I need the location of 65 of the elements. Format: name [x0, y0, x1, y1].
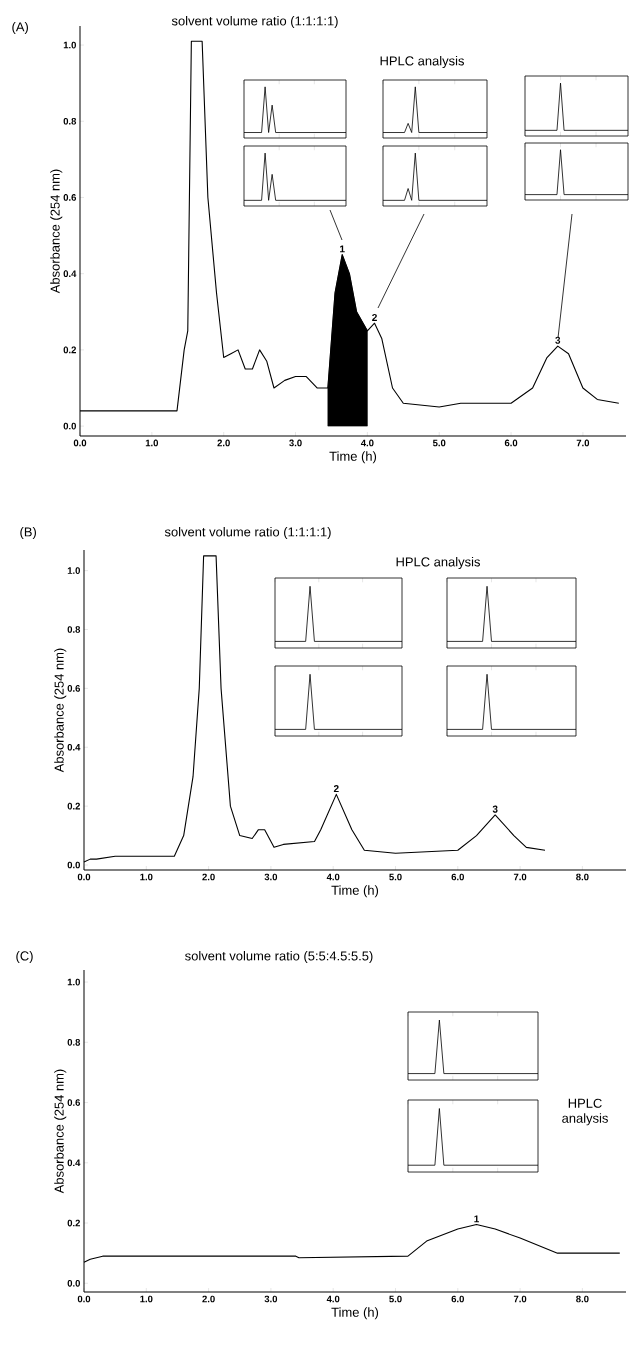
y-tick-label: 1.0: [67, 978, 80, 986]
x-tick-label: 1.0: [140, 1295, 153, 1303]
y-tick-label: 0.2: [63, 346, 77, 354]
x-tick-label: 2.0: [217, 439, 230, 447]
chart-title: solvent volume ratio (1:1:1:1): [171, 15, 338, 29]
x-tick-label: 8.0: [576, 1295, 589, 1303]
x-tick-label: 7.0: [513, 873, 527, 881]
y-axis-title: Absorbance (254 nm): [50, 169, 63, 294]
y-tick-label: 0.0: [67, 861, 80, 869]
annotation: HPLC analysis: [562, 1098, 608, 1126]
y-tick-label: 0.2: [67, 802, 81, 810]
y-axis-title: Absorbance (254 nm): [54, 1069, 67, 1194]
x-tick-label: 6.0: [451, 1295, 464, 1303]
y-tick-label: 0.6: [63, 194, 77, 201]
x-tick-label: 5.0: [432, 439, 446, 447]
x-tick-label: 4.0: [360, 439, 374, 447]
text: (A): [12, 21, 28, 35]
x-tick-label: 5.0: [389, 873, 402, 881]
annotation: 2: [333, 785, 339, 793]
y-tick-label: 0.6: [67, 685, 81, 692]
x-tick-label: 2.0: [202, 1295, 215, 1303]
x-tick-label: 4.0: [326, 1295, 340, 1303]
x-axis-title: Time (h): [329, 451, 377, 464]
y-tick-label: 1.0: [63, 41, 76, 49]
text: (B): [20, 526, 36, 540]
x-tick-label: 6.0: [504, 439, 518, 447]
annotation: HPLC analysis: [396, 556, 480, 570]
y-axis-title: Absorbance (254 nm): [54, 648, 67, 773]
x-tick-label: 3.0: [264, 873, 278, 881]
annotation: HPLC analysis: [380, 55, 464, 69]
annotation: 3: [555, 336, 561, 344]
chart-title: solvent volume ratio (1:1:1:1): [164, 526, 331, 540]
x-tick-label: 8.0: [576, 873, 589, 881]
y-tick-label: 0.8: [67, 626, 81, 633]
x-tick-label: 3.0: [264, 1295, 278, 1303]
y-tick-label: 0.0: [63, 422, 76, 430]
x-axis-title: Time (h): [331, 885, 379, 898]
x-tick-label: 0.0: [77, 1295, 91, 1303]
y-tick-label: 0.4: [67, 743, 81, 751]
x-tick-label: 5.0: [389, 1295, 402, 1303]
x-tick-label: 7.0: [576, 439, 590, 447]
y-tick-label: 0.0: [67, 1279, 80, 1287]
text: (C): [16, 950, 33, 964]
x-tick-label: 0.0: [77, 873, 91, 881]
x-tick-label: 0.0: [73, 439, 87, 447]
annotation: 1: [340, 245, 345, 253]
y-tick-label: 0.2: [67, 1219, 81, 1227]
x-tick-label: 3.0: [289, 439, 302, 447]
annotation: 1: [474, 1215, 479, 1223]
x-tick-label: 1.0: [145, 439, 159, 447]
chart-title: solvent volume ratio (5:5:4.5:5.5): [185, 950, 373, 964]
x-tick-label: 7.0: [513, 1295, 527, 1303]
x-tick-label: 4.0: [326, 873, 340, 881]
x-tick-label: 1.0: [140, 873, 153, 881]
y-tick-label: 0.4: [67, 1159, 81, 1167]
x-tick-label: 6.0: [451, 873, 464, 881]
annotation: 2: [372, 313, 377, 321]
y-tick-label: 1.0: [67, 567, 80, 574]
x-axis-title: Time (h): [331, 1307, 379, 1320]
y-tick-label: 0.6: [67, 1099, 81, 1106]
y-tick-label: 0.8: [67, 1038, 81, 1046]
y-tick-label: 0.8: [63, 117, 77, 125]
y-tick-label: 0.4: [63, 270, 77, 278]
annotation: 3: [492, 805, 498, 813]
x-tick-label: 2.0: [202, 873, 215, 881]
